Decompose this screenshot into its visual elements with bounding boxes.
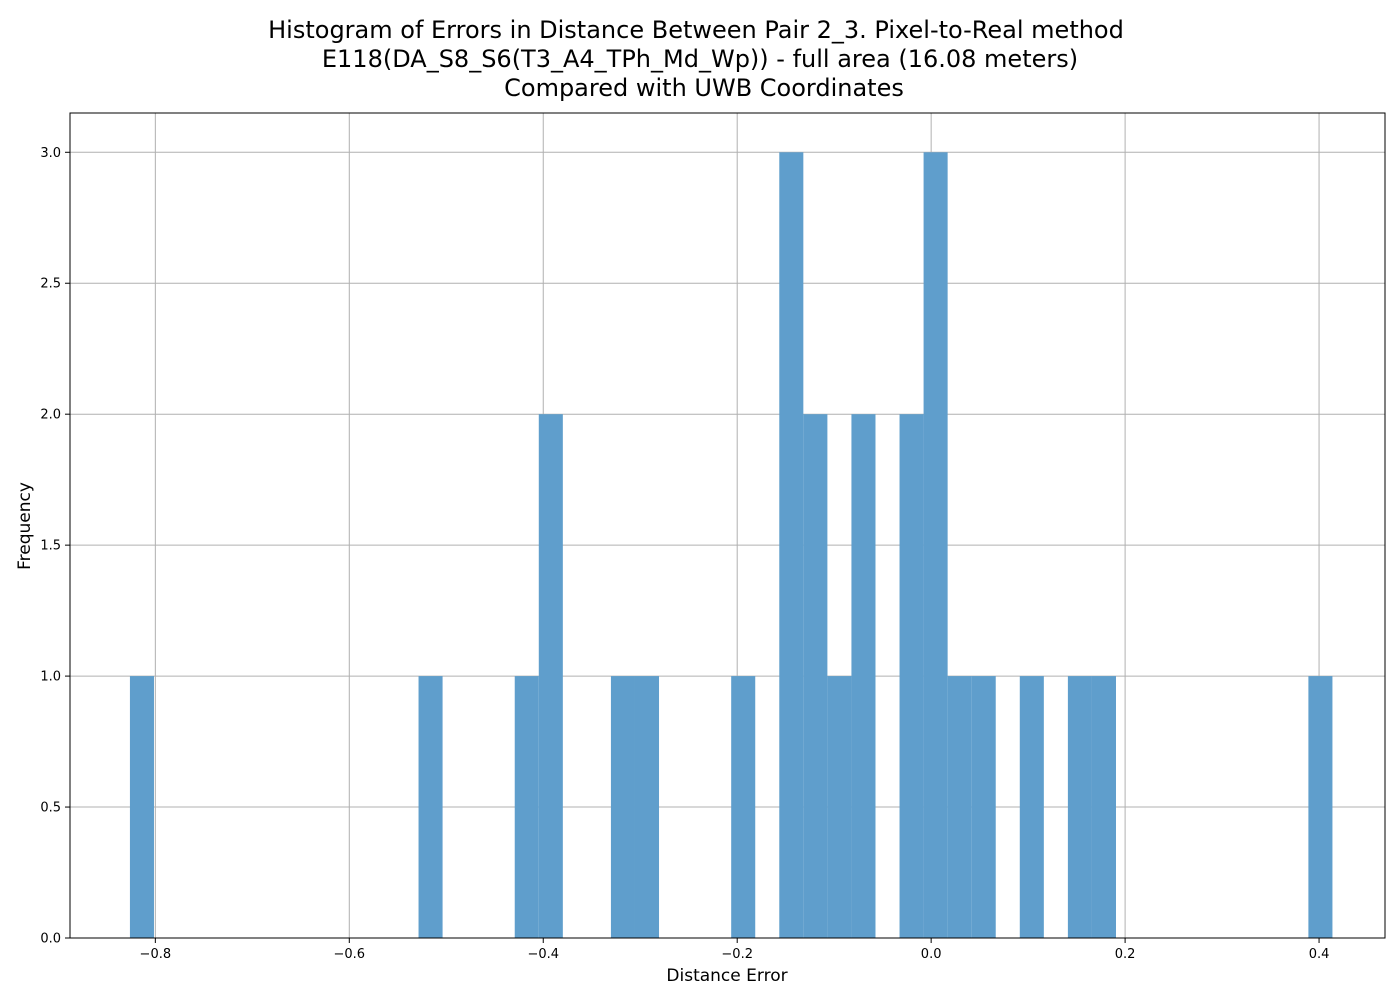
y-tick-label: 0.5 [40,801,61,816]
x-tick-label: 0.4 [1309,947,1330,962]
histogram-bar [827,676,852,938]
histogram-bar [899,414,924,938]
histogram-bar [971,676,996,938]
x-axis-ticks: −0.8 −0.6 −0.4 −0.2 0.0 0.2 0.4 [140,938,1330,962]
histogram-bar [947,676,972,938]
y-tick-label: 2.5 [40,277,61,292]
x-tick-label: 0.0 [921,947,942,962]
histogram-bars [129,152,1333,939]
chart-title: Histogram of Errors in Distance Between … [268,16,1124,102]
histogram-bar [1067,676,1092,938]
x-axis-label: Distance Error [666,966,787,986]
histogram-bar [779,152,804,939]
histogram-bar [1019,676,1044,938]
x-tick-label: −0.4 [527,947,559,962]
histogram-bar [610,676,635,938]
histogram-bar [731,676,756,938]
chart-title-line-1: Histogram of Errors in Distance Between … [268,16,1124,44]
x-tick-label: −0.2 [721,947,753,962]
y-tick-label: 1.5 [40,539,61,554]
y-axis-label: Frequency [15,482,35,570]
y-tick-label: 0.0 [40,932,61,947]
histogram-bar [851,414,876,938]
histogram-bar [923,152,948,939]
y-tick-label: 2.0 [40,408,61,423]
histogram-bar [1091,676,1116,938]
histogram-bar [418,676,443,938]
histogram-bar [803,414,828,938]
histogram-bar [634,676,660,938]
y-axis-ticks: 0.0 0.5 1.0 1.5 2.0 2.5 3.0 [40,146,70,947]
histogram-bar [538,414,563,938]
x-tick-label: −0.8 [140,947,172,962]
x-tick-label: −0.6 [334,947,366,962]
y-tick-label: 1.0 [40,670,61,685]
histogram-bar [129,676,154,938]
y-tick-label: 3.0 [40,146,61,161]
plot-area-frame [69,112,1386,939]
chart-title-line-2: E118(DA_S8_S6(T3_A4_TPh_Md_Wp)) - full a… [322,45,1078,73]
x-tick-label: 0.2 [1115,947,1136,962]
histogram-bar [1308,676,1333,938]
chart-title-line-3: Compared with UWB Coordinates [504,74,904,102]
grid-lines [70,113,1385,939]
histogram-bar [514,676,539,938]
